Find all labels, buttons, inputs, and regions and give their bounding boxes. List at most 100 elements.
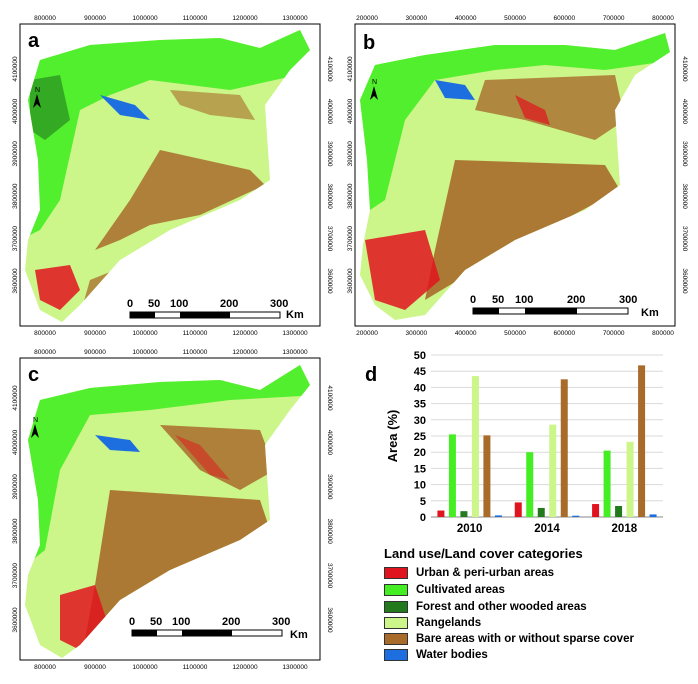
legend-swatch-cultivated (384, 584, 408, 596)
x-tick-label: 1300000 (282, 330, 308, 337)
bar (549, 424, 557, 517)
y-tick-label: 3900000 (326, 141, 333, 167)
x-tick-label: 2018 (612, 523, 638, 535)
svg-text:300: 300 (272, 616, 290, 628)
map-a-ticks: 800000 800000 900000 900000 1000000 1000000 11… (12, 15, 333, 337)
y-tick-label: 4000000 (12, 429, 19, 455)
bar (494, 515, 502, 517)
y-tick-label: 10 (414, 480, 426, 492)
y-tick-label: 35 (414, 399, 426, 411)
y-tick-label: 4000000 (347, 98, 354, 124)
y-tick-label: 3700000 (347, 226, 354, 252)
y-tick-label: 20 (414, 447, 426, 459)
svg-text:50: 50 (150, 616, 162, 628)
bar-chart: 0 5 10 15 20 25 30 35 40 45 50 Area (%) 2010 2014 2018 (385, 350, 663, 535)
legend-item-rangelands: Rangelands (384, 616, 481, 630)
x-tick-label: 1200000 (232, 664, 258, 671)
x-tick-label: 200000 (356, 15, 378, 22)
map-c-landcover (25, 365, 310, 658)
y-tick-label: 3800000 (12, 183, 19, 209)
x-tick-label: 1200000 (232, 349, 258, 356)
x-tick-label: 2014 (534, 523, 560, 535)
bar (514, 502, 522, 517)
x-tick-label: 1200000 (232, 330, 258, 337)
x-tick-label: 300000 (405, 330, 427, 337)
x-tick-label: 1100000 (183, 349, 208, 356)
bar (460, 511, 468, 517)
y-tick-label: 4100000 (681, 56, 688, 82)
bar (448, 434, 456, 517)
x-tick-label: 2010 (457, 523, 483, 535)
y-tick-label: 45 (414, 366, 426, 378)
x-tick-label: 900000 (84, 330, 106, 337)
svg-text:50: 50 (492, 294, 504, 306)
legend-label-bare: Bare areas with or without sparse cover (416, 633, 634, 645)
bar (471, 376, 479, 517)
y-tick-label: 3600000 (681, 268, 688, 294)
y-tick-label: 4100000 (12, 385, 19, 411)
svg-text:100: 100 (170, 298, 188, 310)
svg-text:300: 300 (619, 294, 637, 306)
y-tick-label: 3900000 (12, 141, 19, 167)
x-tick-label: 800000 (34, 15, 56, 22)
x-tick-label: 1300000 (282, 15, 308, 22)
y-tick-label: 3800000 (681, 184, 688, 210)
y-tick-label: 3700000 (326, 563, 333, 589)
bar (592, 504, 600, 517)
y-tick-label: 5 (420, 496, 426, 508)
map-a-svg: N 800000 800000 900000 900000 1000000 1000000… (12, 15, 333, 337)
y-tick-label: 3900000 (12, 474, 19, 500)
x-tick-label: 1100000 (183, 15, 208, 22)
x-tick-label: 700000 (603, 330, 625, 337)
legend-label-forest: Forest and other wooded areas (416, 601, 587, 613)
svg-text:50: 50 (148, 298, 160, 310)
legend-label-urban: Urban & peri-urban areas (416, 567, 555, 579)
y-tick-label: 4000000 (681, 99, 688, 125)
x-tick-label: 800000 (652, 15, 674, 22)
x-tick-label: 800000 (652, 330, 674, 337)
x-tick-label: 500000 (504, 15, 526, 22)
bar (626, 441, 634, 517)
y-tick-label: 3600000 (12, 607, 19, 633)
y-tick-label: 3700000 (326, 226, 333, 252)
bar (537, 507, 545, 517)
x-tick-label: 1100000 (183, 330, 208, 337)
x-tick-label: 900000 (84, 349, 106, 356)
y-tick-label: 3600000 (347, 268, 354, 294)
bar (603, 450, 611, 517)
svg-text:0: 0 (470, 294, 476, 306)
map-b-landcover (360, 33, 670, 320)
svg-text:200: 200 (220, 298, 238, 310)
map-b-frame (354, 23, 676, 327)
bar (649, 514, 657, 517)
map-c-frame (19, 357, 321, 661)
svg-text:100: 100 (172, 616, 190, 628)
y-tick-label: 4100000 (12, 56, 19, 82)
map-b-north-arrow: N (370, 79, 378, 100)
map-panel-c: N 800000 800000 900000 900000 1000000 1000000… (0, 340, 340, 679)
legend-item-bare: Bare areas with or without sparse cover (384, 632, 634, 646)
svg-text:N: N (35, 87, 40, 94)
legend-item-cultivated: Cultivated areas (384, 583, 505, 597)
y-tick-label: 3900000 (681, 141, 688, 167)
legend-label-rangelands: Rangelands (416, 617, 482, 629)
y-tick-label: 3600000 (326, 607, 333, 633)
svg-text:N: N (33, 417, 38, 424)
svg-text:200: 200 (222, 616, 240, 628)
x-tick-label: 900000 (84, 664, 106, 671)
y-tick-label: 3700000 (12, 563, 19, 589)
y-tick-label: 3600000 (326, 268, 333, 294)
svg-text:0: 0 (127, 298, 133, 310)
y-axis-label: Area (%) (385, 410, 400, 463)
panel-label-b: b (363, 32, 376, 54)
legend-swatch-bare (384, 633, 408, 645)
map-c-svg: N 800000 800000 900000 900000 1000000 1000000… (12, 349, 333, 671)
y-tick-label: 4100000 (347, 56, 354, 82)
x-tick-label: 800000 (34, 349, 56, 356)
y-tick-label: 4000000 (12, 98, 19, 124)
bar (483, 435, 491, 517)
x-tick-label: 1300000 (282, 349, 308, 356)
y-tick-label: 4000000 (326, 99, 333, 125)
y-tick-label: 3800000 (326, 184, 333, 210)
legend-swatch-forest (384, 601, 408, 613)
